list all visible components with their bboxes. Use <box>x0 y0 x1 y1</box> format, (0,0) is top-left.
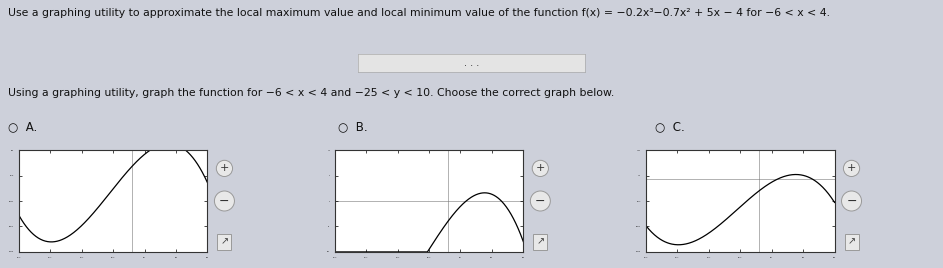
Text: Using a graphing utility, graph the function for −6 < x < 4 and −25 < y < 10. Ch: Using a graphing utility, graph the func… <box>8 88 614 98</box>
Text: . . .: . . . <box>464 58 479 68</box>
Text: −: − <box>535 195 546 207</box>
Text: Use a graphing utility to approximate the local maximum value and local minimum : Use a graphing utility to approximate th… <box>8 8 830 18</box>
Text: ○  B.: ○ B. <box>338 121 367 134</box>
Text: ↗: ↗ <box>221 237 228 247</box>
Text: −: − <box>846 195 857 207</box>
Text: ○  C.: ○ C. <box>655 121 686 134</box>
Text: −: − <box>219 195 230 207</box>
Text: ↗: ↗ <box>848 237 855 247</box>
Text: ○  A.: ○ A. <box>8 121 37 134</box>
Text: +: + <box>220 163 229 173</box>
Text: ↗: ↗ <box>537 237 544 247</box>
Text: +: + <box>536 163 545 173</box>
Text: +: + <box>847 163 856 173</box>
